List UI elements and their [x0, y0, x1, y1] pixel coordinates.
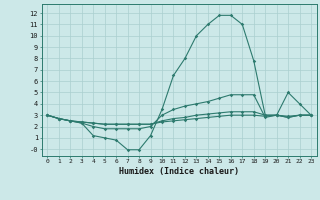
X-axis label: Humidex (Indice chaleur): Humidex (Indice chaleur) — [119, 167, 239, 176]
